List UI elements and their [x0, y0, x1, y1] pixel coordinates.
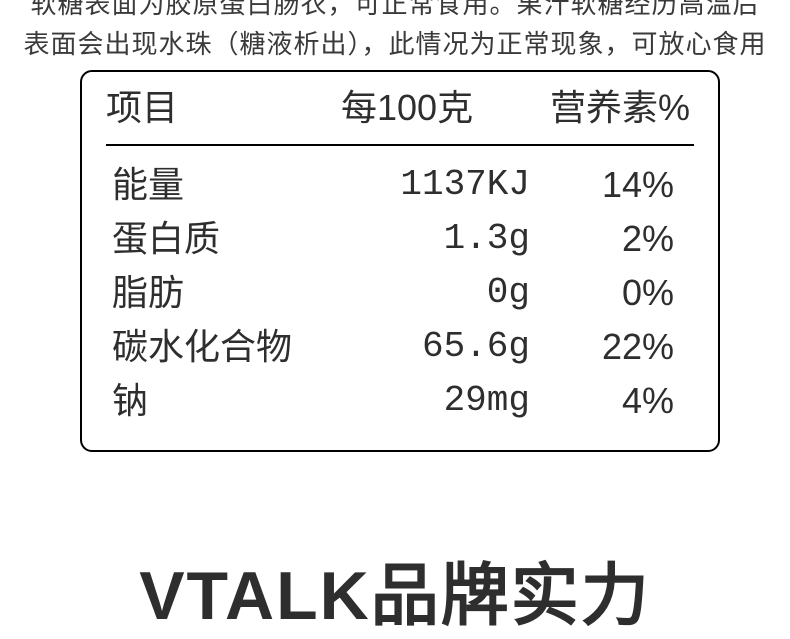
cell-nrv: 4% [554, 374, 694, 428]
cell-nrv: 22% [554, 320, 694, 374]
cell-value: 0g [364, 266, 554, 320]
brand-title: VTALK品牌实力 [0, 540, 790, 639]
table-row: 能量 1137KJ 14% [106, 158, 694, 212]
cell-value: 1.3g [364, 212, 554, 266]
cell-nrv: 2% [554, 212, 694, 266]
table-row: 脂肪 0g 0% [106, 266, 694, 320]
header-item: 项目 [106, 86, 341, 130]
cell-name: 能量 [106, 158, 364, 212]
header-per100g: 每100克 [341, 86, 541, 130]
cell-value: 29mg [364, 374, 554, 428]
cell-nrv: 0% [554, 266, 694, 320]
cell-name: 蛋白质 [106, 212, 364, 266]
table-header-row: 项目 每100克 营养素% [106, 86, 694, 146]
cell-nrv: 14% [554, 158, 694, 212]
table-row: 钠 29mg 4% [106, 374, 694, 428]
header-nrv: 营养素% [541, 86, 694, 130]
cell-name: 碳水化合物 [106, 320, 364, 374]
cell-name: 钠 [106, 374, 364, 428]
table-row: 碳水化合物 65.6g 22% [106, 320, 694, 374]
cell-value: 1137KJ [364, 158, 554, 212]
nutrition-table: 项目 每100克 营养素% 能量 1137KJ 14% 蛋白质 1.3g 2% … [80, 70, 720, 452]
note-line-1: 软糖表面为胶原蛋白肠衣，可正常食用。果汁软糖经历高温后 [0, 0, 790, 24]
cell-value: 65.6g [364, 320, 554, 374]
table-row: 蛋白质 1.3g 2% [106, 212, 694, 266]
note-line-2: 表面会出现水珠（糖液析出），此情况为正常现象，可放心食用 [0, 24, 790, 64]
product-note: 软糖表面为胶原蛋白肠衣，可正常食用。果汁软糖经历高温后 表面会出现水珠（糖液析出… [0, 0, 790, 64]
cell-name: 脂肪 [106, 266, 364, 320]
